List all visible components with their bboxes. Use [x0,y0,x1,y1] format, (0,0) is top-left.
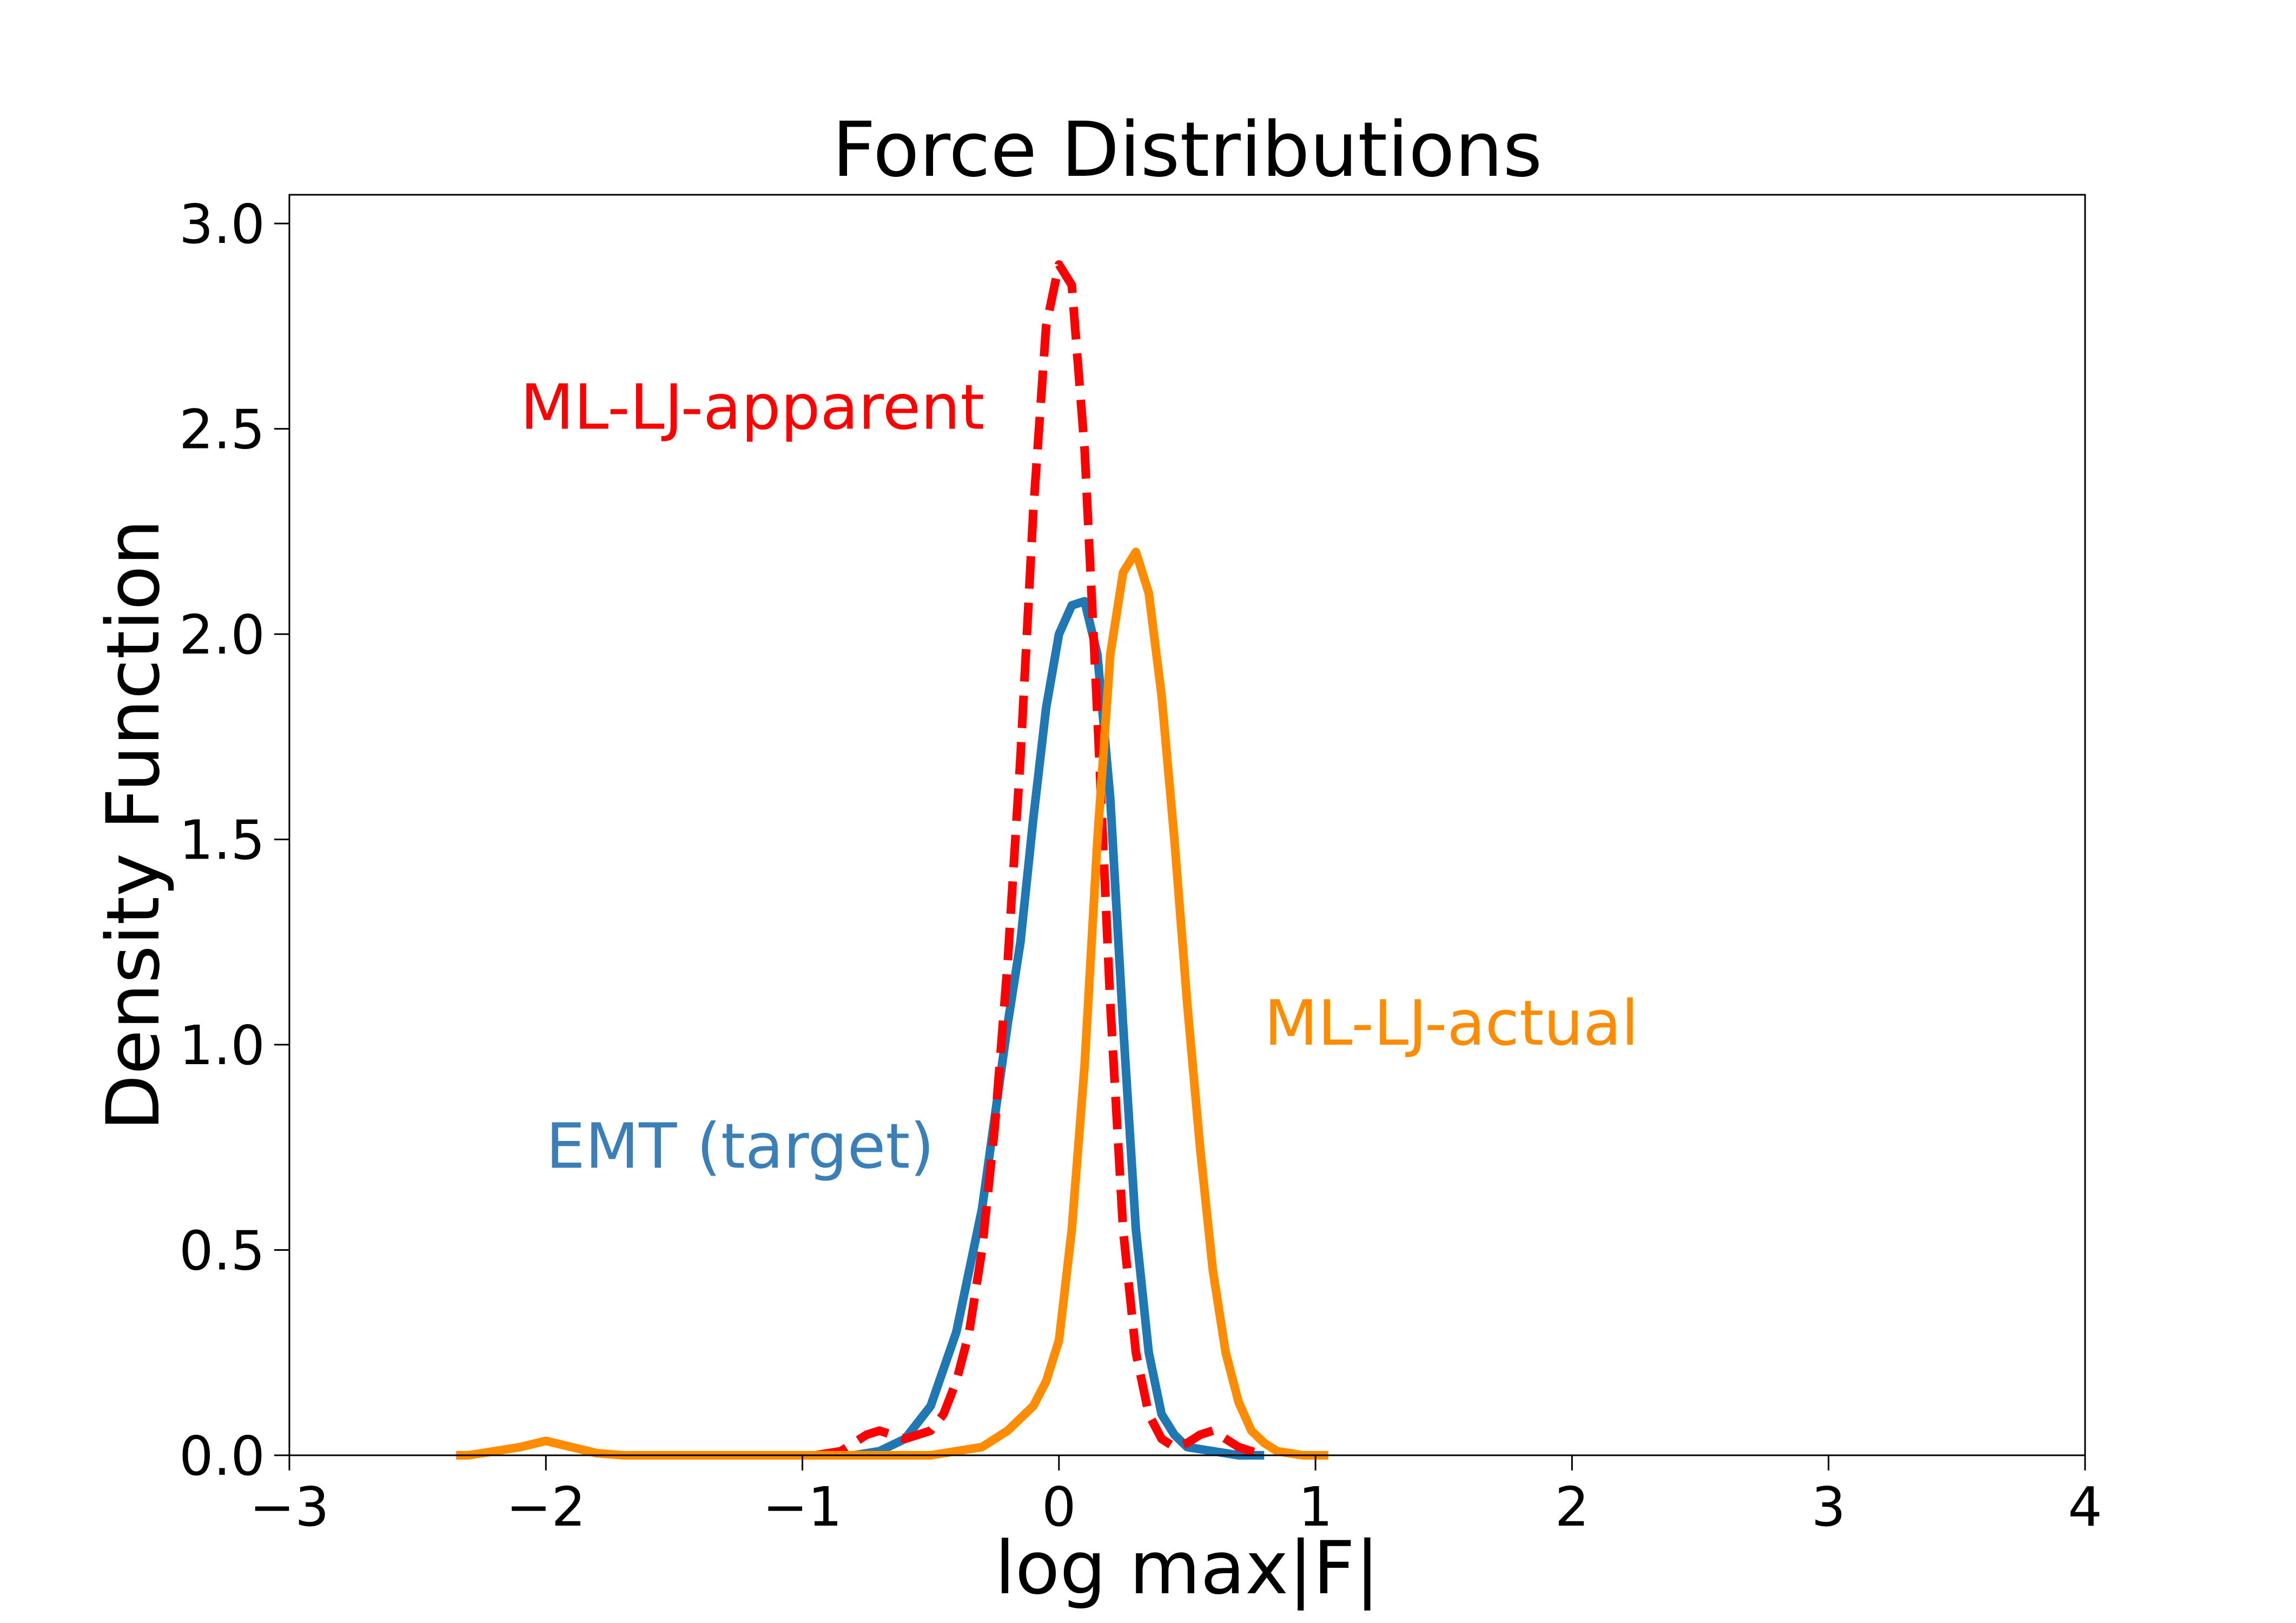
series-layer [456,260,1328,1460]
y-tick-label: 0.5 [179,1219,265,1283]
y-axis-label: Density Function [91,519,176,1131]
x-tick-label: −3 [249,1475,329,1539]
series-label-layer: EMT (target) ML-LJ-apparent ML-LJ-actual [520,372,1639,1183]
plot-frame [288,194,2086,1456]
x-tick-label: 1 [1298,1475,1333,1539]
x-tick-label: 0 [1042,1475,1076,1539]
y-tick-label: 1.0 [179,1014,265,1077]
x-tick-label: 2 [1555,1475,1590,1539]
x-tick-label: −2 [506,1475,586,1539]
x-axis: −3 −2 −1 0 1 2 3 4 [249,1455,2102,1539]
y-tick-label: 2.5 [179,398,265,461]
x-axis-label: log max|F| [995,1526,1379,1611]
series-line-emt-target [828,597,1265,1460]
x-tick-label: −1 [763,1475,842,1539]
y-tick-label: 1.5 [179,809,265,872]
x-tick-label: 3 [1811,1475,1846,1539]
series-line-ml-lj-apparent [815,260,1266,1460]
series-line-ml-lj-actual [456,547,1328,1460]
series-label-ml-lj-actual: ML-LJ-actual [1264,987,1638,1060]
series-label-emt-target: EMT (target) [546,1111,934,1183]
x-tick-label: 4 [2068,1475,2102,1539]
y-axis: 0.0 0.5 1.0 1.5 2.0 2.5 3.0 [179,193,289,1488]
series-label-ml-lj-apparent: ML-LJ-apparent [520,372,985,444]
y-tick-label: 2.0 [179,603,265,667]
y-tick-label: 0.0 [179,1424,265,1488]
y-tick-label: 3.0 [179,193,265,256]
chart-title: Force Distributions [832,106,1543,194]
